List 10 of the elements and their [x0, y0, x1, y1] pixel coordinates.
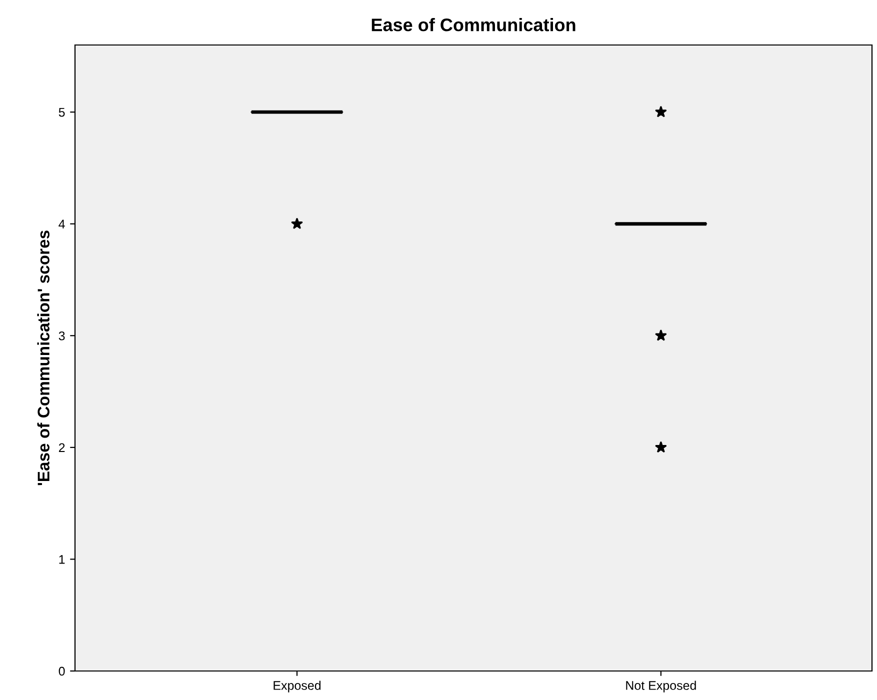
y-tick-label: 1	[59, 555, 65, 564]
x-tick-label: Not Exposed	[626, 680, 696, 692]
y-tick-label: 2	[58, 443, 65, 452]
x-tick-label: Exposed	[274, 680, 321, 692]
y-tick-label: 3	[58, 331, 65, 340]
y-axis-title: 'Ease of Communication' scores	[37, 230, 50, 486]
y-tick-label: 5	[58, 108, 65, 117]
y-tick-label: 4	[58, 220, 65, 228]
chart-title: Ease of Communication	[372, 18, 576, 32]
y-tick-label: 0	[58, 666, 65, 676]
